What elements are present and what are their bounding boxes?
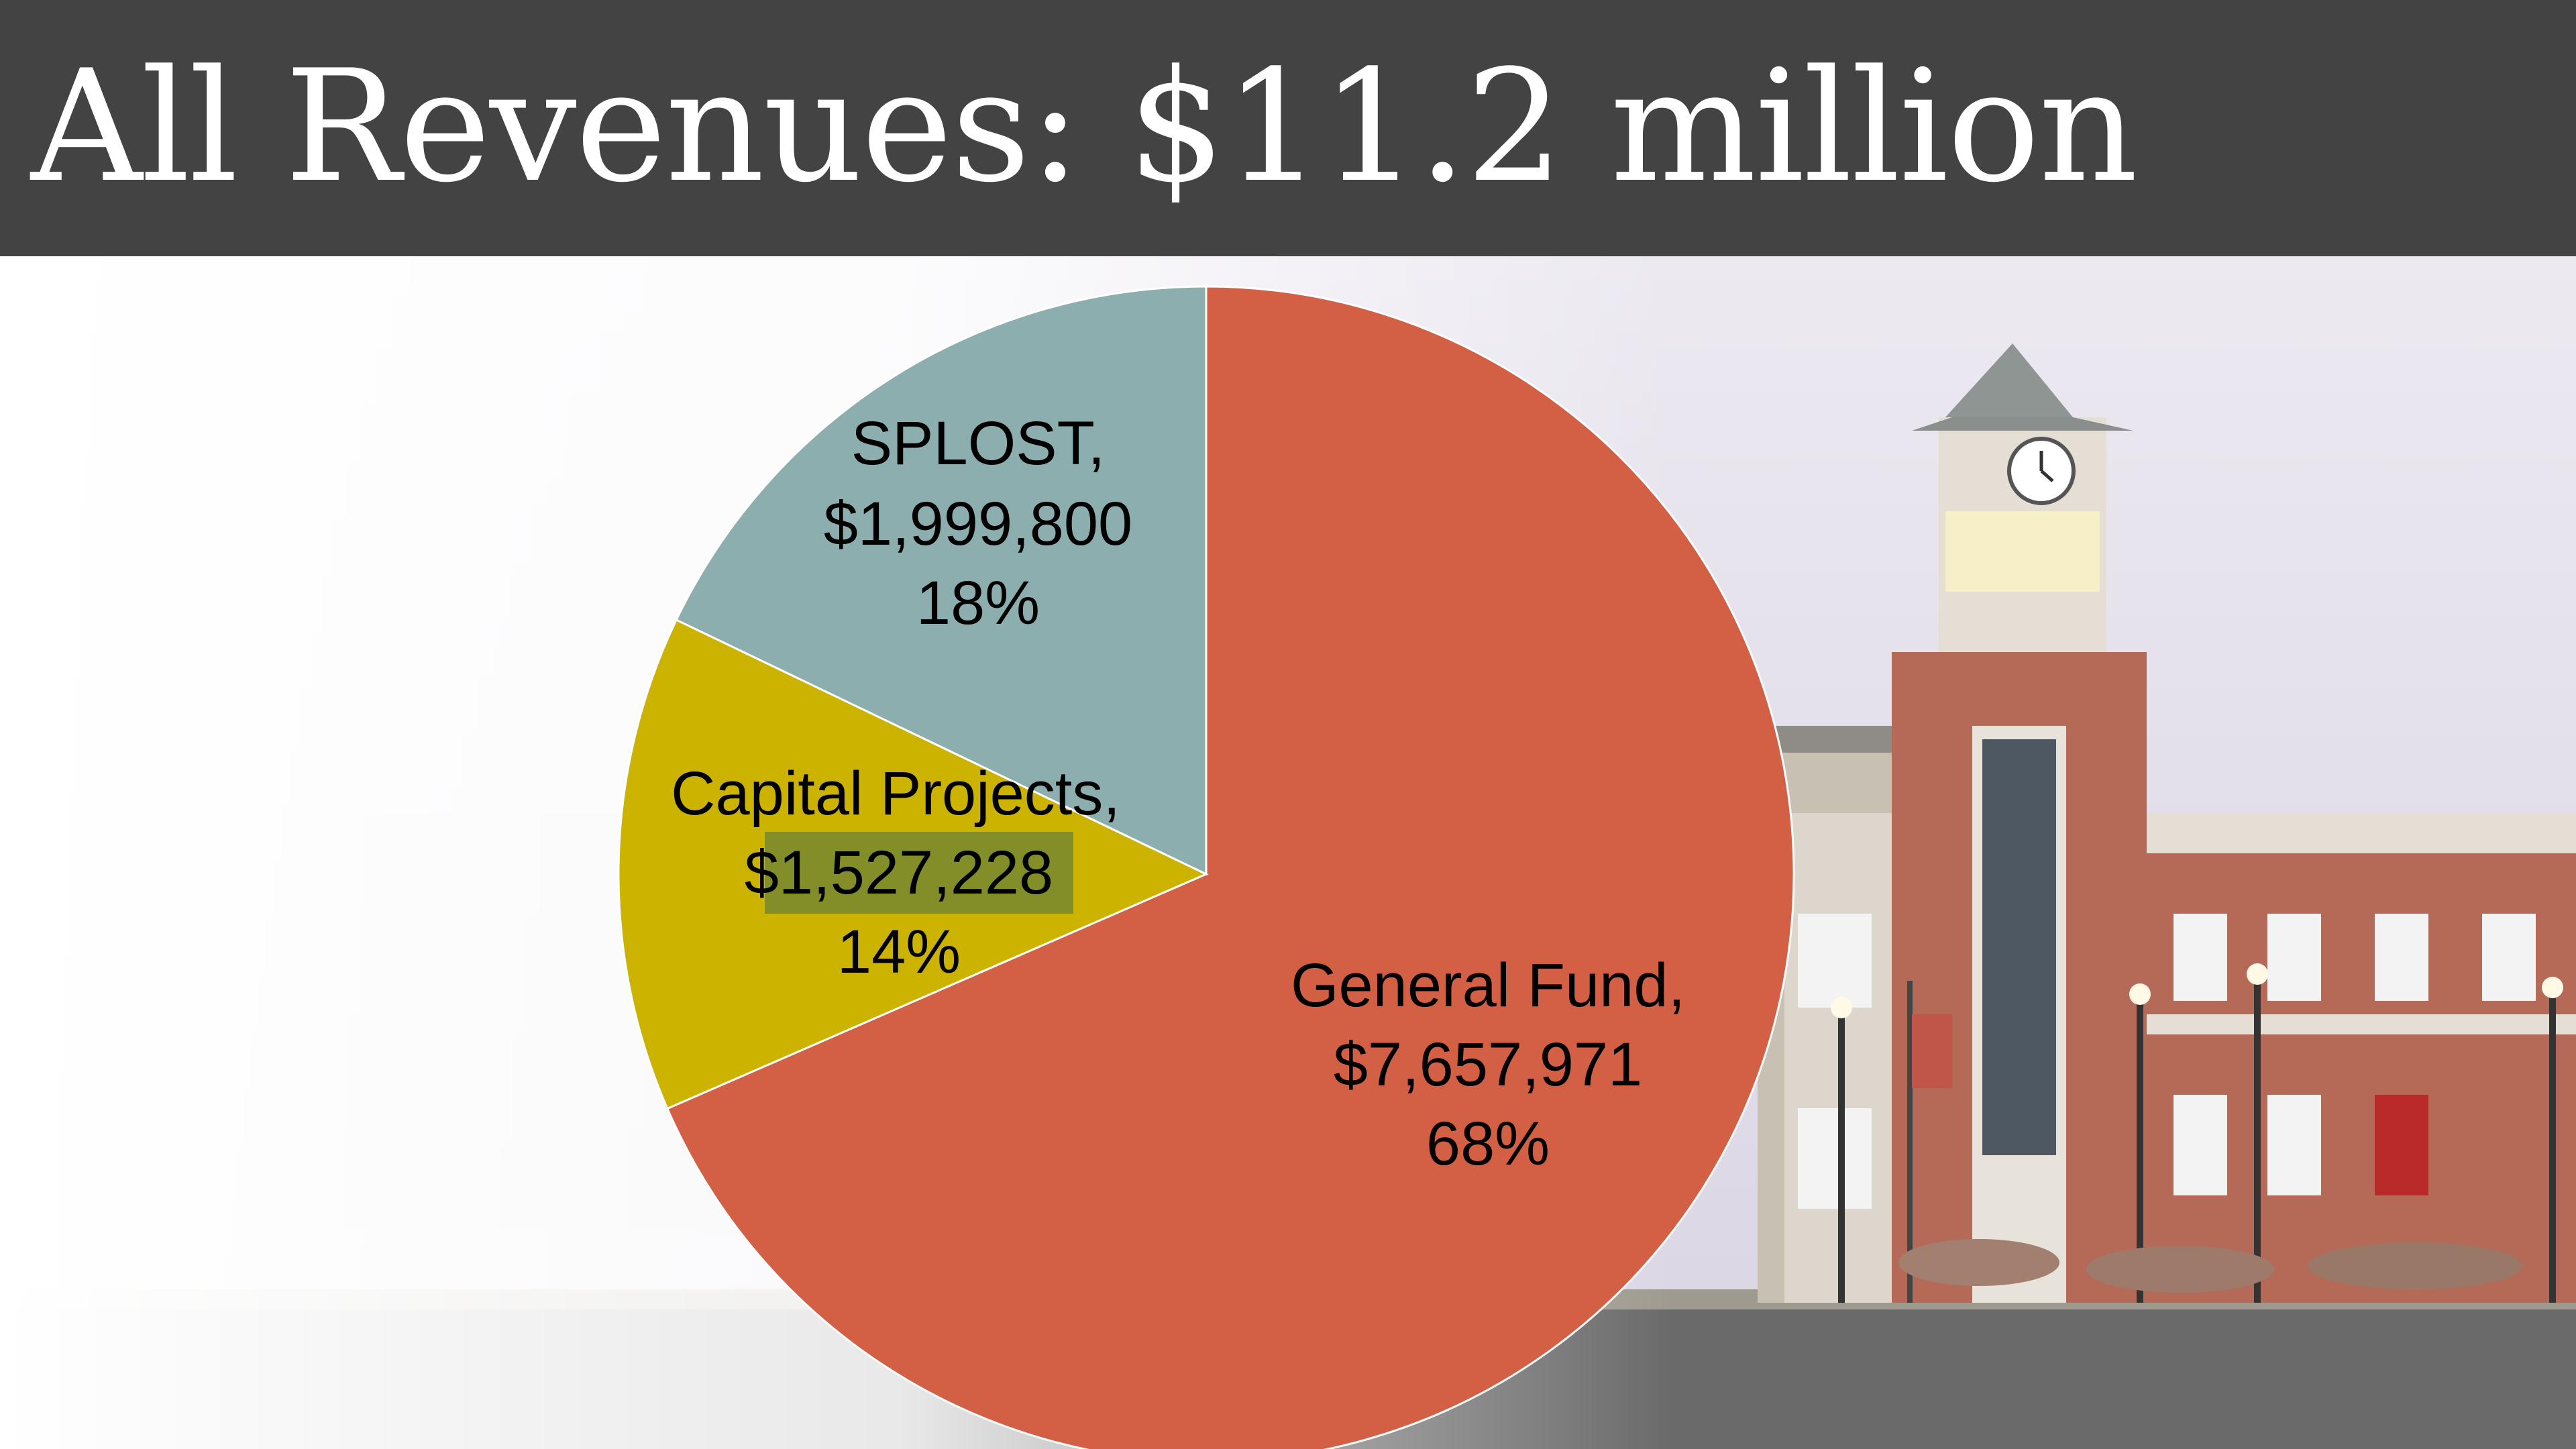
page-title: All Revenues: $11.2 million bbox=[31, 38, 2138, 217]
slice-label-splost-name: SPLOST, bbox=[851, 409, 1105, 478]
slice-label-capital-projects-name: Capital Projects, bbox=[671, 759, 1120, 828]
pie-slice-splost bbox=[675, 285, 1208, 876]
slice-label-capital-projects-percent: 14% bbox=[837, 918, 961, 986]
slice-name: General Fund bbox=[1291, 951, 1668, 1020]
slice-label-capital-projects-value: $1,527,228 bbox=[745, 839, 1053, 907]
slice-label-general-fund-value: $7,657,971 bbox=[1334, 1030, 1642, 1099]
capital-projects-value-highlight bbox=[765, 832, 1073, 914]
pie-slice-general-fund bbox=[665, 285, 1795, 1449]
slice-name: SPLOST bbox=[851, 409, 1094, 478]
slice-label-splost-percent: 18% bbox=[916, 569, 1040, 637]
title-bar: All Revenues: $11.2 million bbox=[0, 0, 2576, 256]
slice-name: Capital Projects bbox=[671, 759, 1103, 828]
slice-label-general-fund-name: General Fund, bbox=[1291, 951, 1685, 1020]
slice-label-general-fund-percent: 68% bbox=[1426, 1110, 1550, 1178]
slice-label-splost-value: $1,999,800 bbox=[824, 490, 1132, 558]
